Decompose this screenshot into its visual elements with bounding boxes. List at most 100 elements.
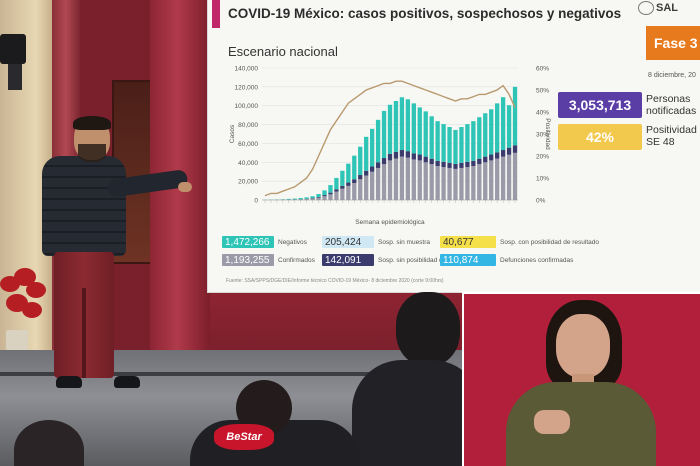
poinsettia-plant — [0, 268, 48, 350]
bar-segment — [435, 160, 440, 167]
legend-value: 40,677 — [440, 236, 496, 248]
audience-cap: BeStar — [214, 424, 274, 450]
bar-segment — [346, 185, 351, 200]
bar-segment — [322, 190, 327, 196]
bar-segment — [417, 154, 422, 161]
legend-item: 1,472,266 Negativos — [222, 236, 307, 248]
bar-segment — [346, 182, 351, 186]
y2-tick-label: 30% — [536, 132, 549, 139]
bar-segment — [495, 103, 500, 153]
source-note: Fuente: SSA/SPPS/DGE/DIE/Informe técnico… — [226, 278, 444, 284]
bar-segment — [364, 170, 369, 176]
bar-segment — [298, 199, 303, 200]
bar-segment — [447, 167, 452, 200]
projection-screen: COVID-19 México: casos positivos, sospec… — [208, 0, 700, 292]
y-tick-label: 0 — [254, 198, 258, 205]
bar-segment — [358, 175, 363, 180]
bar-segment — [322, 196, 327, 200]
legend-item: 40,677 Sosp. con posibilidad de resultado — [440, 236, 599, 248]
y2-axis-label: Positividad — [544, 118, 551, 150]
slide-title: COVID-19 México: casos positivos, sospec… — [228, 6, 622, 21]
bar-segment — [340, 170, 345, 186]
audience-body — [352, 360, 482, 466]
bar-segment — [500, 156, 506, 200]
bar-segment — [346, 163, 351, 183]
y-tick-label: 20,000 — [238, 179, 258, 186]
bar-segment — [512, 145, 518, 153]
legend-value: 1,193,255 — [222, 254, 274, 266]
bar-segment — [417, 160, 422, 200]
legend-item: 205,424 Sosp. sin muestra — [322, 236, 430, 248]
bar-segment — [352, 179, 357, 184]
bar-segment — [292, 198, 297, 200]
bar-segment — [506, 147, 512, 155]
bar-segment — [453, 163, 458, 169]
y-tick-label: 140,000 — [235, 66, 259, 73]
bar-segment — [459, 167, 464, 200]
bar-segment — [334, 177, 339, 190]
bar-segment — [435, 121, 440, 161]
phase-badge: Fase 3 — [646, 26, 700, 60]
x-axis-label: Semana epidemiológica — [355, 219, 425, 226]
bar-segment — [423, 162, 428, 200]
bar-segment — [286, 198, 291, 200]
legend-item: 110,874 Defunciones confirmadas — [440, 254, 574, 266]
notified-label: Personas notificadas — [646, 93, 697, 117]
legend-label: Sosp. sin posibilidad de resultado — [378, 256, 475, 264]
bar-segment — [369, 171, 375, 200]
bar-segment — [500, 97, 506, 151]
bar-segment — [459, 127, 464, 163]
legend-value: 1,472,266 — [222, 236, 274, 248]
positivity-label: Positividad SE 48 — [646, 124, 697, 148]
stage-rail — [0, 372, 700, 376]
bar-segment — [506, 105, 512, 148]
bar-segment — [369, 128, 375, 167]
bar-segment — [506, 154, 512, 200]
bar-segment — [328, 192, 333, 195]
bar-segment — [489, 154, 494, 161]
audience-head — [396, 292, 460, 366]
y2-tick-label: 60% — [536, 66, 549, 73]
bar-segment — [381, 158, 387, 165]
cases-chart-svg: 0 20,000 40,000 60,000 80,000 100,000 120,000 1… — [229, 66, 551, 227]
health-ministry-logo: SAL — [638, 0, 700, 16]
bar-segment — [334, 189, 339, 192]
legend-label: Confirmados — [278, 256, 315, 264]
legend-label: Sosp. sin muestra — [378, 238, 431, 246]
bar-segment — [411, 159, 416, 200]
bar-segment — [465, 124, 470, 162]
bar-segment — [441, 124, 446, 162]
logo-text: SAL — [656, 2, 678, 14]
y-tick-label: 40,000 — [238, 160, 258, 167]
y-axis-label: Casos — [229, 124, 236, 143]
bar-segment — [375, 167, 381, 200]
y2-tick-label: 40% — [536, 110, 549, 117]
bar-segment — [352, 183, 357, 200]
bar-segment — [364, 136, 369, 171]
sign-language-interpreter-window — [462, 292, 700, 466]
bar-segment — [429, 158, 434, 165]
slide-accent-bar — [212, 0, 220, 28]
bar-segment — [387, 160, 393, 200]
bar-segment — [477, 164, 482, 200]
bar-segment — [465, 167, 470, 200]
bar-segment — [495, 152, 500, 159]
presenter — [38, 116, 192, 398]
y2-tick-label: 20% — [536, 154, 549, 161]
slide-date: 8 diciembre, 20 — [648, 72, 696, 79]
bar-segment — [441, 161, 446, 167]
bar-segment — [364, 175, 369, 200]
legend-item: 1,193,255 Confirmados — [222, 254, 315, 266]
bar-segment — [512, 86, 518, 146]
positivity-line — [264, 80, 516, 197]
legend-item: 142,091 Sosp. sin posibilidad de resultad… — [322, 254, 475, 266]
bar-segment — [369, 166, 375, 172]
bar-segment — [489, 160, 494, 200]
y2-tick-label: 50% — [536, 88, 549, 95]
bar-segment — [429, 164, 434, 200]
legend-value: 205,424 — [322, 236, 374, 248]
bar-segment — [465, 161, 470, 167]
bar-segment — [477, 158, 482, 165]
legend-label: Defunciones confirmadas — [500, 256, 574, 264]
bar-segment — [352, 155, 357, 180]
